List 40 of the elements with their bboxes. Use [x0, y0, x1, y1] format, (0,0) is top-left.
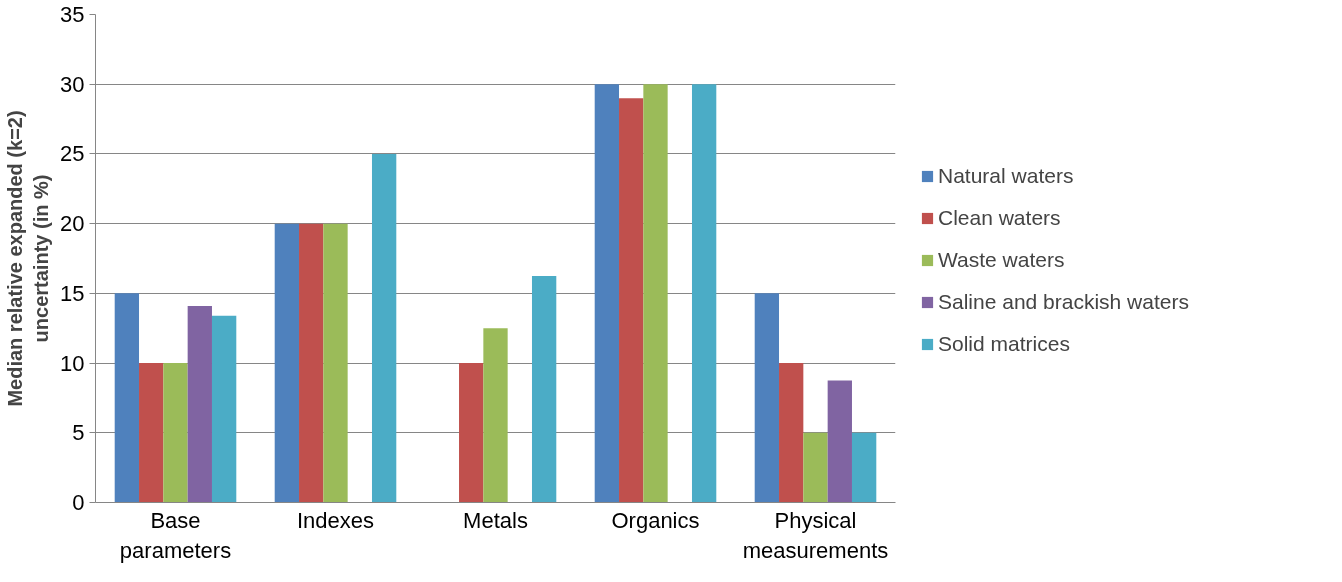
bar — [187, 305, 212, 503]
legend-label: Waste waters — [938, 247, 1065, 272]
bar — [139, 363, 164, 503]
x-tick-label: Indexes — [296, 507, 375, 533]
bar — [323, 223, 348, 503]
bar — [827, 380, 852, 503]
bar — [371, 153, 397, 503]
y-tick-label: 10 — [60, 350, 85, 376]
bar — [299, 223, 324, 503]
bar — [779, 363, 804, 503]
y-axis-title: Median relative expanded (k=2) uncertainty (in %) — [3, 110, 53, 407]
legend-label: Solid matrices — [938, 331, 1070, 356]
y-tick-label: 20 — [60, 211, 85, 237]
y-tick-label: 30 — [60, 71, 85, 97]
bar — [643, 84, 668, 503]
legend-label: Saline and brackish waters — [938, 289, 1189, 314]
x-tick-label: Metals — [463, 507, 528, 533]
y-tick-label: 5 — [72, 420, 85, 446]
bar — [163, 363, 188, 503]
y-tick-label: 35 — [60, 2, 85, 27]
bar — [459, 363, 484, 503]
bar — [114, 293, 140, 503]
x-tick-label: Organics — [611, 507, 700, 533]
y-tick-label: 15 — [60, 280, 85, 306]
bar — [594, 84, 620, 503]
legend-label: Clean waters — [938, 205, 1061, 230]
bar — [691, 84, 717, 503]
y-tick-label: 0 — [72, 490, 85, 515]
bar — [483, 328, 508, 503]
bar — [619, 98, 644, 503]
bar — [274, 223, 300, 503]
x-tick-label: Physical measurements — [742, 507, 889, 563]
bar — [211, 315, 237, 503]
y-tick-label: 25 — [60, 141, 85, 167]
bar — [803, 432, 828, 503]
bar — [531, 275, 557, 503]
legend-label: Natural waters — [938, 163, 1074, 188]
bar — [851, 432, 877, 503]
bar — [754, 293, 780, 503]
x-tick-label: Base parameters — [119, 507, 232, 563]
